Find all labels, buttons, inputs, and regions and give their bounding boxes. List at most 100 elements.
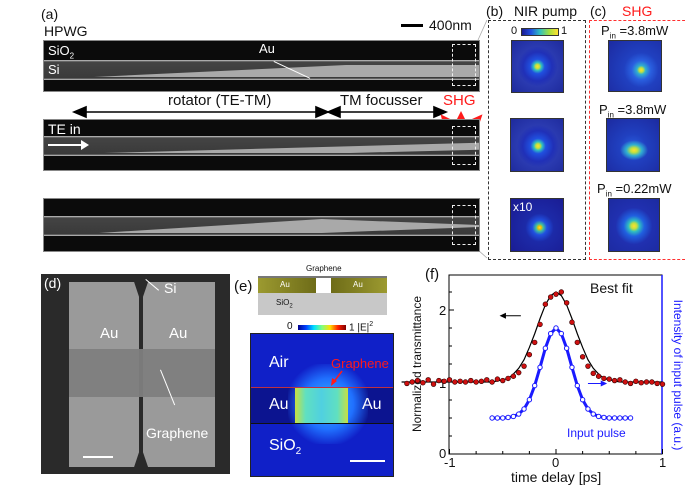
measured-point bbox=[537, 321, 543, 328]
measured-point bbox=[654, 380, 660, 387]
input-pulse-point bbox=[521, 406, 527, 412]
measured-point bbox=[414, 377, 421, 384]
rotator-arrow bbox=[71, 105, 331, 119]
gap-field bbox=[295, 388, 348, 423]
graphene-line bbox=[251, 387, 393, 388]
sio2-sub: 2 bbox=[69, 51, 75, 61]
best-fit-label: Best fit bbox=[590, 280, 633, 296]
panel-c-label: (c) bbox=[590, 3, 607, 19]
measured-point bbox=[611, 377, 618, 384]
measured-point bbox=[547, 294, 554, 300]
measured-point bbox=[457, 378, 463, 384]
panel-d-label: (d) bbox=[44, 275, 62, 291]
measured-point bbox=[617, 377, 623, 383]
measured-point bbox=[516, 369, 522, 376]
te-in-arrow bbox=[48, 144, 83, 146]
sem-image-2: TE in bbox=[43, 119, 480, 171]
power-value: =3.8mW bbox=[613, 102, 667, 117]
measured-point bbox=[638, 380, 644, 386]
au-right-label: Au bbox=[169, 325, 188, 342]
sio2-text: SiO bbox=[48, 43, 70, 58]
colorbar bbox=[521, 28, 559, 36]
input-pulse-point bbox=[510, 413, 517, 420]
sio2-small-sub: 2 bbox=[289, 303, 293, 310]
measured-point bbox=[521, 363, 527, 369]
measured-point bbox=[649, 379, 655, 385]
input-pulse-point bbox=[526, 397, 533, 403]
au-label: Au bbox=[259, 41, 275, 56]
measured-point bbox=[569, 319, 575, 325]
measured-point bbox=[420, 380, 426, 386]
measured-point bbox=[590, 370, 596, 377]
measured-point bbox=[473, 379, 479, 385]
input-pulse-point bbox=[500, 415, 506, 421]
shg-mode-image-3 bbox=[608, 198, 660, 252]
p-sub: in bbox=[605, 189, 612, 199]
input-pulse-point bbox=[617, 415, 623, 421]
measured-point bbox=[526, 351, 533, 358]
field-simulation-image: Air Graphene Au Au SiO2 bbox=[250, 333, 394, 477]
scale-bar bbox=[83, 456, 113, 458]
measured-point bbox=[452, 379, 458, 385]
panel-b-label: (b) bbox=[486, 3, 504, 19]
panel-d-sem-image: (d) Si Au Au Graphene bbox=[41, 274, 230, 474]
fit-line bbox=[401, 291, 663, 383]
dashed-roi bbox=[452, 44, 476, 86]
scale-bar bbox=[350, 460, 385, 462]
sem-image-3 bbox=[43, 198, 480, 252]
cbar-max: 1 bbox=[561, 25, 568, 37]
panel-b-title: NIR pump bbox=[514, 3, 578, 19]
scale-bar bbox=[401, 24, 423, 27]
measured-point bbox=[579, 354, 586, 360]
measured-point bbox=[558, 289, 565, 295]
input-pulse-point bbox=[579, 397, 586, 403]
input-pulse-point bbox=[542, 345, 549, 351]
pump-mode-image-1 bbox=[511, 40, 564, 93]
shg-mode-image-1 bbox=[608, 40, 662, 92]
input-pulse-point bbox=[590, 411, 596, 417]
x10-label: x10 bbox=[513, 200, 533, 214]
measured-point bbox=[489, 379, 495, 385]
input-pulse-point bbox=[627, 415, 634, 421]
graphene-sheet bbox=[258, 276, 387, 278]
measured-point bbox=[595, 373, 602, 379]
au-left-label: Au bbox=[269, 396, 289, 413]
p-sub: in bbox=[609, 31, 616, 41]
cbar-min: 0 bbox=[511, 25, 518, 37]
sio2-sub: 2 bbox=[295, 446, 302, 458]
panel-f-label: (f) bbox=[425, 266, 440, 283]
focusser-label: TM focusser bbox=[340, 92, 423, 109]
input-pulse-point bbox=[494, 415, 501, 421]
power-label-1: Pin =3.8mW bbox=[601, 23, 668, 41]
p-symbol: P bbox=[597, 181, 606, 196]
x-tick-label: 0 bbox=[552, 455, 560, 470]
measured-point bbox=[643, 379, 650, 385]
measured-point bbox=[425, 377, 431, 383]
au-small-left: Au bbox=[280, 280, 290, 289]
measured-point bbox=[633, 378, 639, 384]
p-symbol: P bbox=[599, 102, 608, 117]
cbar-max: 1 |E|2 bbox=[349, 321, 373, 333]
power-value: =0.22mW bbox=[611, 181, 672, 196]
measured-point bbox=[441, 378, 447, 384]
sio2-label: SiO2 bbox=[48, 43, 74, 61]
panel-a-label: (a) bbox=[41, 6, 59, 22]
graphene-region bbox=[69, 349, 215, 397]
si-label: Si bbox=[48, 62, 60, 77]
cbar-sup: 2 bbox=[369, 321, 374, 328]
measured-point bbox=[627, 380, 634, 387]
measured-point bbox=[553, 291, 559, 297]
measured-point bbox=[510, 373, 517, 379]
y-tick-label: 2 bbox=[439, 303, 447, 318]
field-colorbar bbox=[298, 325, 346, 330]
measured-point bbox=[574, 339, 580, 346]
au-block-left: Au bbox=[258, 278, 316, 293]
measured-point bbox=[462, 379, 469, 385]
sem-image-1: SiO2 Si Au bbox=[43, 40, 480, 92]
input-pulse-line bbox=[492, 325, 631, 420]
te-in-arrowhead bbox=[81, 140, 89, 150]
cbar-min: 0 bbox=[287, 321, 293, 332]
panel-c-frame bbox=[589, 20, 685, 260]
measured-point bbox=[563, 300, 570, 306]
